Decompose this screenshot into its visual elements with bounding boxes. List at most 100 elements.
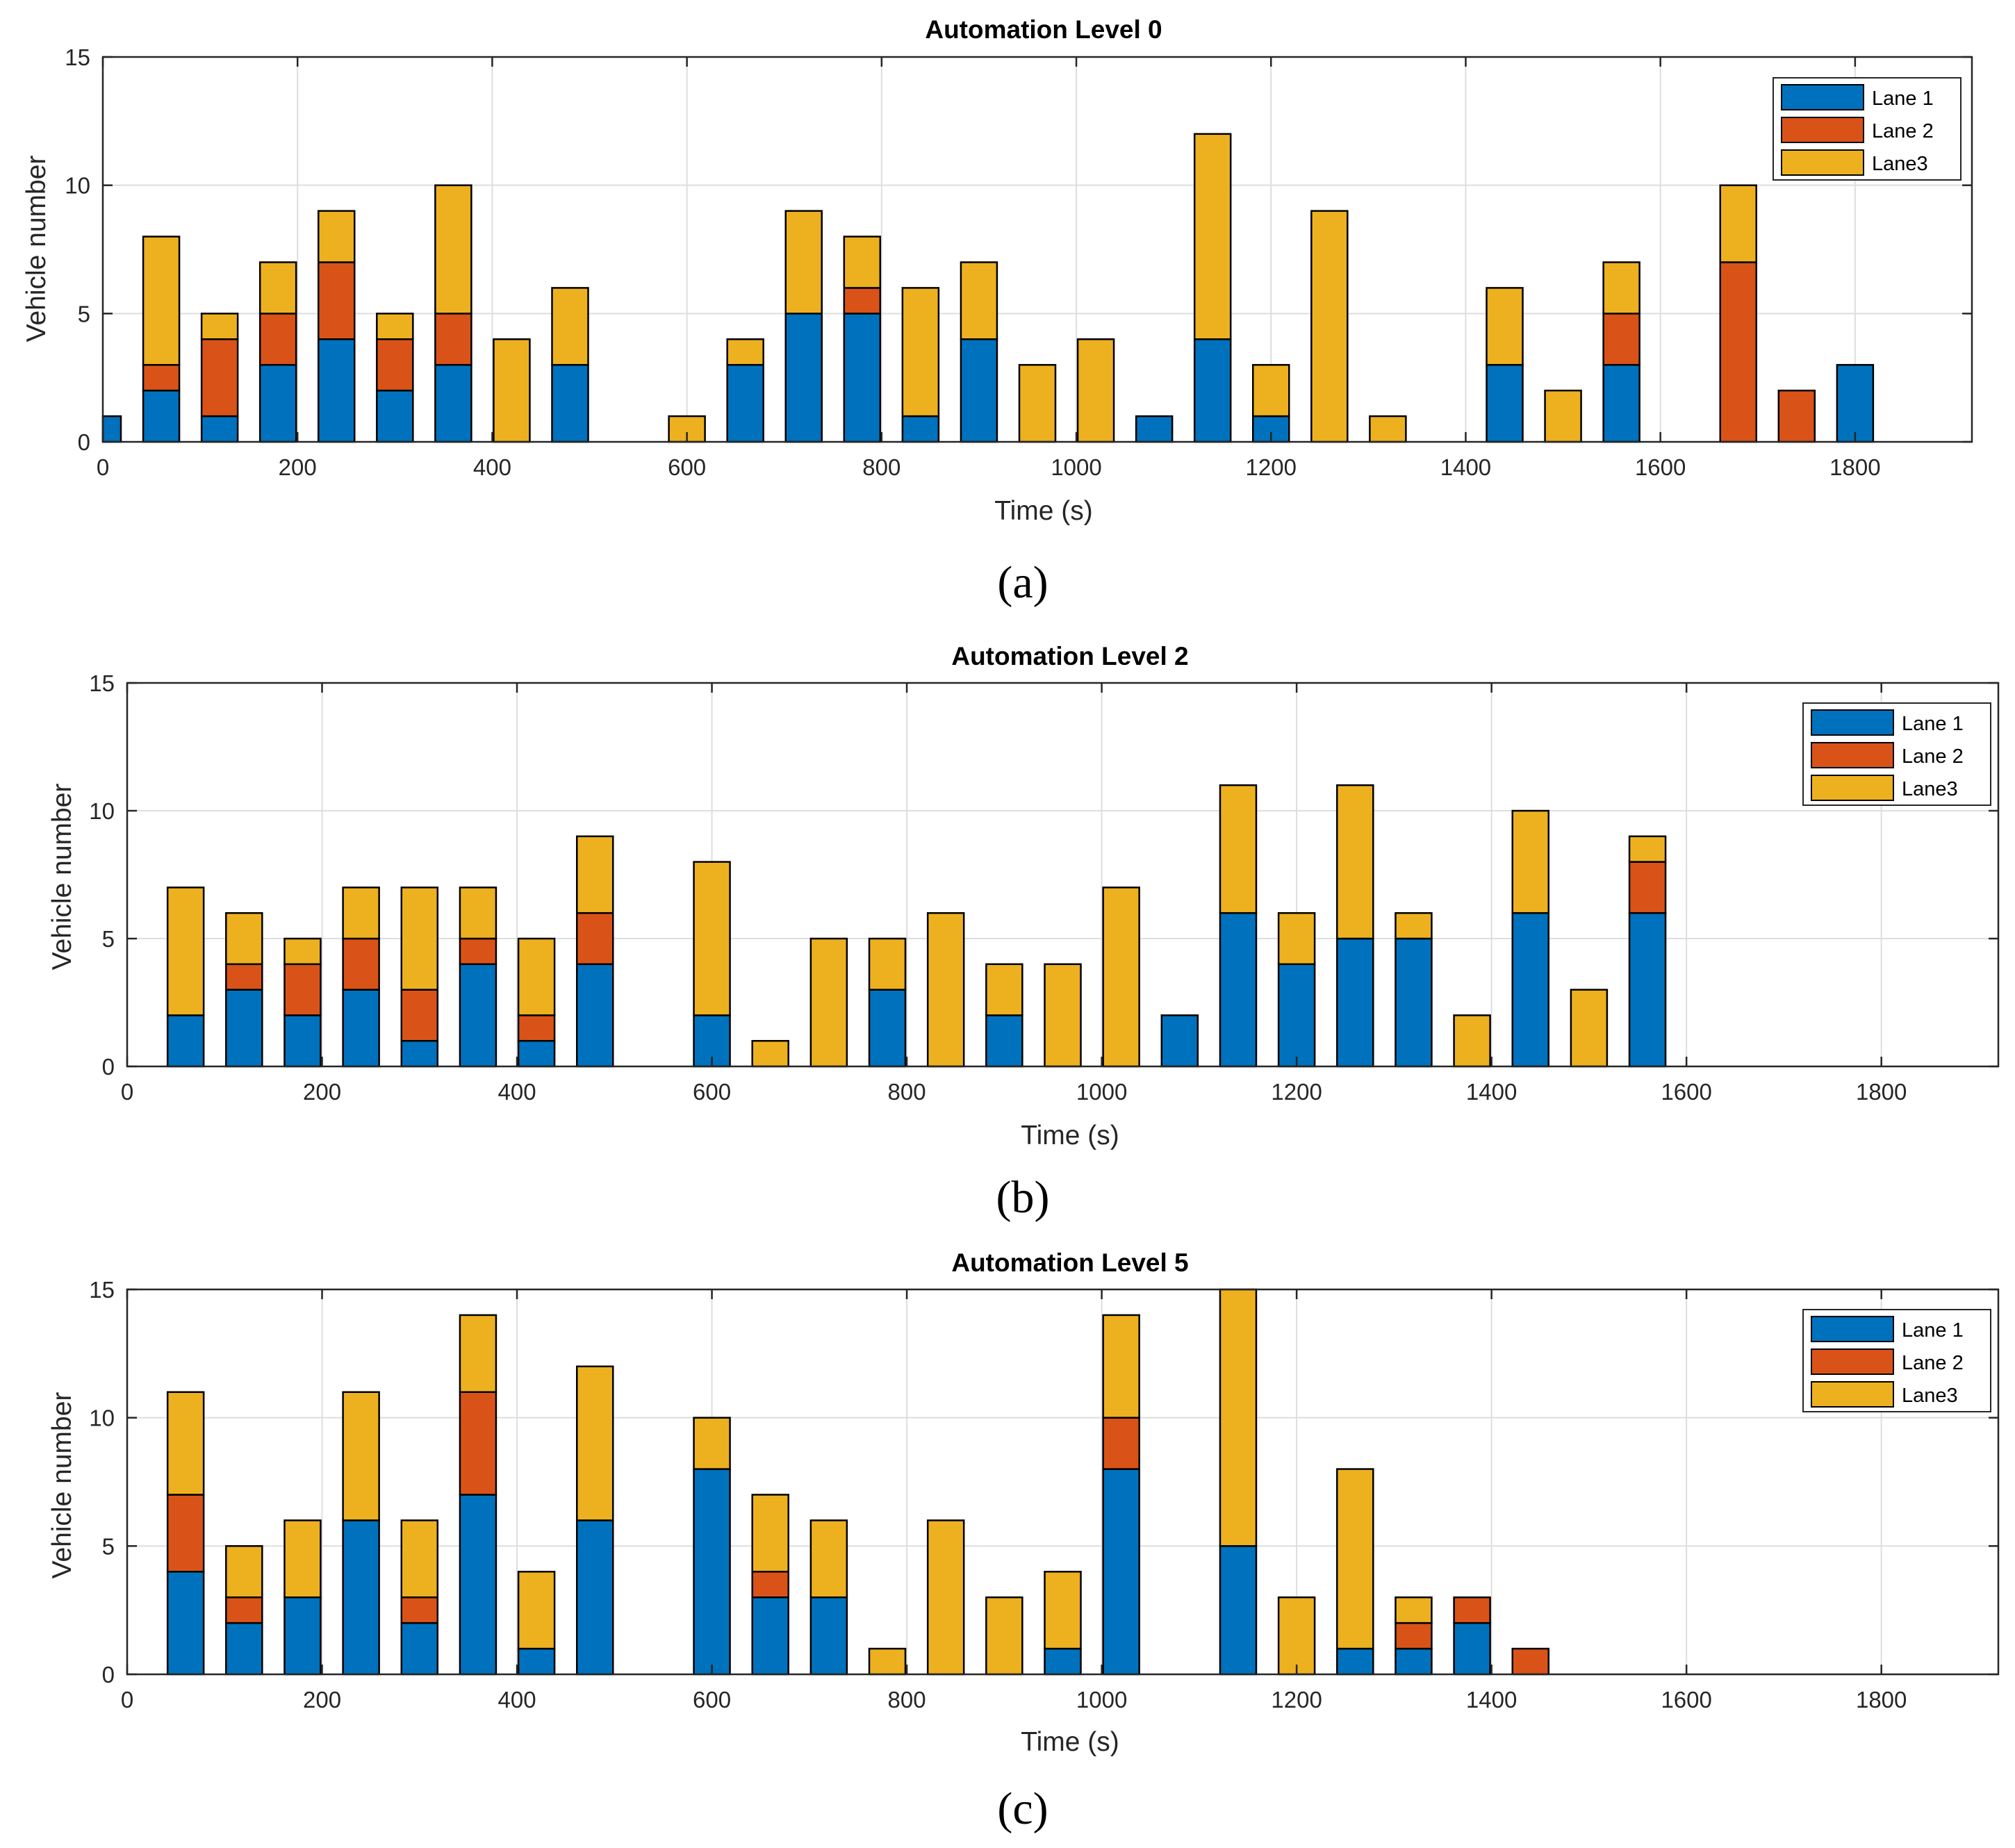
bar-lane-1 xyxy=(1044,1647,1082,1676)
y-tick-label: 10 xyxy=(89,798,115,824)
x-axis-label: Time (s) xyxy=(1021,1727,1119,1757)
bar-lane3 xyxy=(551,287,589,366)
bar-lane3 xyxy=(693,861,731,1016)
bar-lane3 xyxy=(142,236,181,366)
legend-label-lane-1: Lane 1 xyxy=(1902,1319,1964,1342)
bar-lane3 xyxy=(318,210,356,263)
bar-lane3 xyxy=(225,911,263,966)
bar-lane-1 xyxy=(726,363,764,443)
chart-title: Automation Level 0 xyxy=(925,15,1162,44)
x-tick-label: 1000 xyxy=(1076,1079,1127,1105)
bar-lane-1 xyxy=(693,1468,731,1676)
panel-b: Automation Level 2 Vehicle number Time (… xyxy=(47,642,2000,1223)
x-tick-label: 0 xyxy=(121,1079,133,1105)
x-tick-label: 1800 xyxy=(1829,454,1880,480)
bar-lane3 xyxy=(493,338,531,443)
bar-lane-2 xyxy=(1719,261,1757,443)
axes-box xyxy=(126,682,2000,1068)
bar-lane3 xyxy=(1486,287,1524,366)
x-tick-label: 1800 xyxy=(1856,1687,1907,1713)
bar-lane-2 xyxy=(576,911,614,966)
bar-lane-2 xyxy=(376,338,414,392)
bar-lane-1 xyxy=(843,313,882,443)
y-axis-label: Vehicle number xyxy=(47,1392,77,1579)
x-tick-label: 0 xyxy=(121,1687,133,1713)
bar-lane-1 xyxy=(200,415,239,443)
panel-caption: (c) xyxy=(997,1783,1048,1834)
bar-lane3 xyxy=(1453,1014,1491,1068)
bar-lane-1 xyxy=(1395,937,1433,1068)
legend: Lane 1 Lane 2 Lane3 xyxy=(1773,77,1961,181)
bar-lane3 xyxy=(400,1519,439,1599)
x-tick-label: 0 xyxy=(97,454,109,480)
bar-lane3 xyxy=(1102,886,1140,1068)
bar-lane-1 xyxy=(751,1596,789,1676)
bar-lane-1 xyxy=(283,1014,322,1068)
bar-lane-1 xyxy=(142,389,181,443)
y-tick-label: 15 xyxy=(65,44,90,70)
bar-lane-1 xyxy=(1486,363,1524,443)
bar-lane-1 xyxy=(1277,963,1316,1068)
bar-lane-1 xyxy=(960,338,998,443)
legend-swatch-lane-1 xyxy=(1781,84,1864,110)
x-tick-label: 1000 xyxy=(1051,454,1101,480)
y-tick-label: 0 xyxy=(102,1054,115,1080)
bar-lane3 xyxy=(1044,1571,1082,1650)
bar-lane-1 xyxy=(376,389,414,443)
legend-swatch-lane-1 xyxy=(1811,1316,1894,1342)
bar-lane-2 xyxy=(843,287,882,315)
legend-swatch-lane-2 xyxy=(1781,117,1864,143)
bar-lane3 xyxy=(1252,363,1290,418)
y-axis-label: Vehicle number xyxy=(22,156,51,343)
bar-lane3 xyxy=(960,261,998,340)
bar-lane-1 xyxy=(225,1622,263,1676)
bar-lane-1 xyxy=(258,363,297,443)
bar-lane-2 xyxy=(283,963,322,1016)
bar-lane-2 xyxy=(200,338,239,418)
y-tick-label: 10 xyxy=(89,1405,115,1431)
x-tick-label: 800 xyxy=(888,1687,926,1713)
legend-swatch-lane3 xyxy=(1811,775,1894,801)
x-tick-label: 1600 xyxy=(1661,1687,1711,1713)
bar-lane3 xyxy=(1511,809,1549,914)
bar-lane-1 xyxy=(318,338,356,443)
bar-lane-2 xyxy=(1453,1596,1491,1624)
legend-label-lane3: Lane3 xyxy=(1872,153,1928,175)
bar-lane3 xyxy=(1076,338,1115,443)
x-tick-label: 1600 xyxy=(1635,454,1686,480)
bar-lane3 xyxy=(1369,415,1407,443)
bar-lane-2 xyxy=(225,963,263,991)
bar-lane-2 xyxy=(517,1014,556,1042)
bar-lane-1 xyxy=(1336,1647,1374,1676)
bar-lane-1 xyxy=(342,1519,380,1676)
x-tick-label: 800 xyxy=(888,1079,926,1105)
x-tick-label: 800 xyxy=(862,454,900,480)
bar-lane-2 xyxy=(342,937,380,991)
x-tick-label: 400 xyxy=(473,454,511,480)
x-tick-label: 200 xyxy=(303,1687,341,1713)
bar-lane3 xyxy=(459,1314,497,1393)
bar-lane3 xyxy=(283,937,322,966)
bar-lane3 xyxy=(1102,1314,1140,1419)
bar-lane-1 xyxy=(551,363,589,443)
legend-swatch-lane-2 xyxy=(1811,742,1894,768)
bar-lane-2 xyxy=(1777,389,1816,443)
bar-lane-1 xyxy=(1395,1647,1433,1676)
y-tick-label: 0 xyxy=(102,1662,115,1688)
bar-lane-2 xyxy=(400,1596,439,1624)
bar-lane-1 xyxy=(459,1494,497,1676)
x-tick-label: 400 xyxy=(498,1079,536,1105)
bar-lane-1 xyxy=(1836,363,1875,443)
bar-lane-1 xyxy=(166,1014,205,1068)
bar-lane3 xyxy=(1336,1468,1374,1650)
panel-caption: (a) xyxy=(997,557,1048,608)
y-tick-label: 15 xyxy=(89,1277,115,1303)
bar-lane-2 xyxy=(1511,1647,1549,1676)
x-tick-label: 600 xyxy=(693,1079,731,1105)
bar-lane3 xyxy=(200,313,239,340)
bar-lane3 xyxy=(926,911,965,1068)
bar-lane-1 xyxy=(400,1039,439,1068)
y-tick-label: 5 xyxy=(78,301,90,327)
